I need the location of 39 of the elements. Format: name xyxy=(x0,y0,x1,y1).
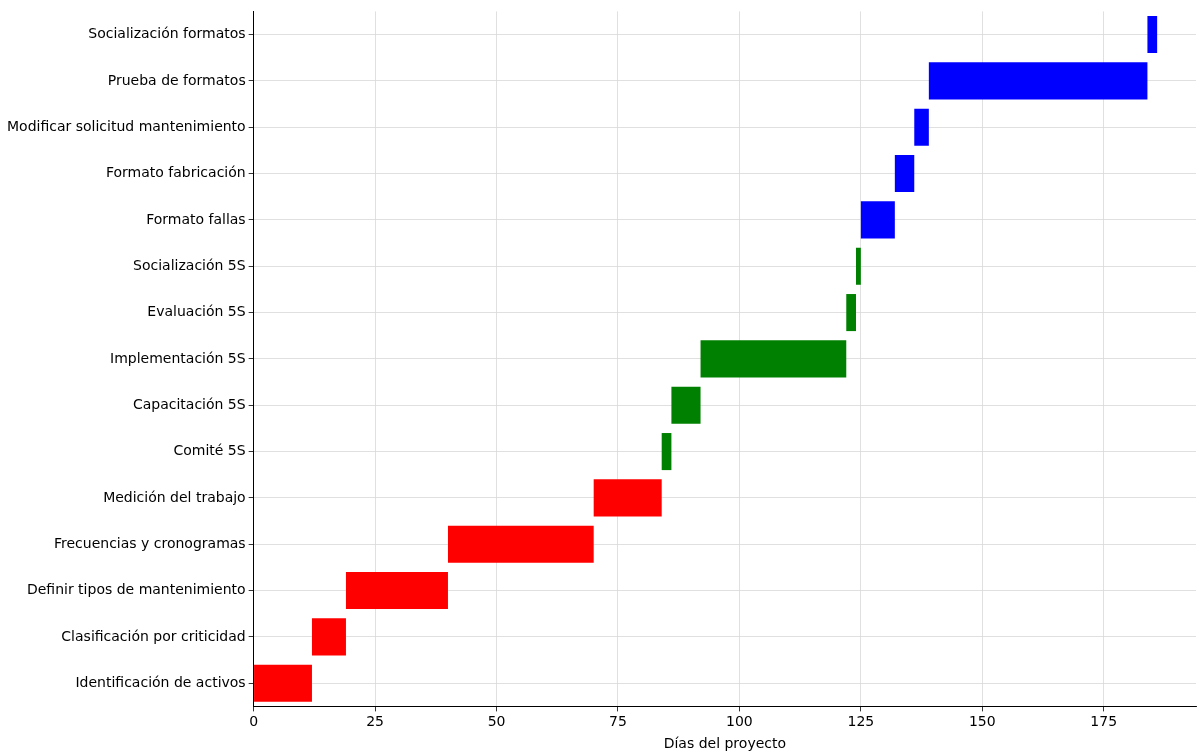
y-tick-label: Formato fallas xyxy=(146,210,246,227)
bar xyxy=(855,247,861,285)
bar xyxy=(447,525,594,563)
y-tick-label: Definir tipos de mantenimiento xyxy=(26,581,246,598)
y-tick-label: Socialización 5S xyxy=(133,256,246,273)
y-tick-label: Evaluación 5S xyxy=(147,303,246,320)
x-tick-label: 100 xyxy=(726,713,753,730)
bar xyxy=(661,433,672,471)
x-tick-label: 50 xyxy=(487,713,506,730)
y-tick-label: Socialización formatos xyxy=(88,25,246,42)
y-tick-label: Identificación de activos xyxy=(75,673,246,690)
x-axis-title: Días del proyecto xyxy=(663,735,787,752)
y-tick-label: Prueba de formatos xyxy=(107,71,246,88)
bar xyxy=(914,108,929,146)
y-tick-label: Comité 5S xyxy=(173,442,246,459)
x-tick-label: 125 xyxy=(847,713,875,730)
y-tick-label: Capacitación 5S xyxy=(132,395,246,412)
bar xyxy=(846,294,856,332)
bar xyxy=(700,340,847,378)
y-tick-label: Medición del trabajo xyxy=(103,488,246,505)
x-tick-label: 75 xyxy=(609,713,627,730)
bar xyxy=(894,155,915,193)
y-tick-label: Clasificación por criticidad xyxy=(61,627,246,644)
bar xyxy=(345,572,448,610)
y-tick-label: Implementación 5S xyxy=(110,349,246,366)
x-tick-label: 150 xyxy=(968,713,996,730)
y-tick-label: Frecuencias y cronogramas xyxy=(53,534,246,551)
bar xyxy=(928,62,1148,100)
x-tick-label: 0 xyxy=(249,713,259,730)
bar xyxy=(1147,16,1158,54)
y-tick-label: Modificar solicitud mantenimiento xyxy=(7,117,246,134)
bar xyxy=(311,618,346,656)
x-tick-label: 175 xyxy=(1090,713,1118,730)
bar xyxy=(860,201,895,239)
y-tick-label: Formato fabricación xyxy=(105,164,246,181)
bar xyxy=(593,479,662,517)
bar xyxy=(254,664,312,702)
x-tick-label: 25 xyxy=(366,713,385,730)
bar xyxy=(671,386,701,424)
